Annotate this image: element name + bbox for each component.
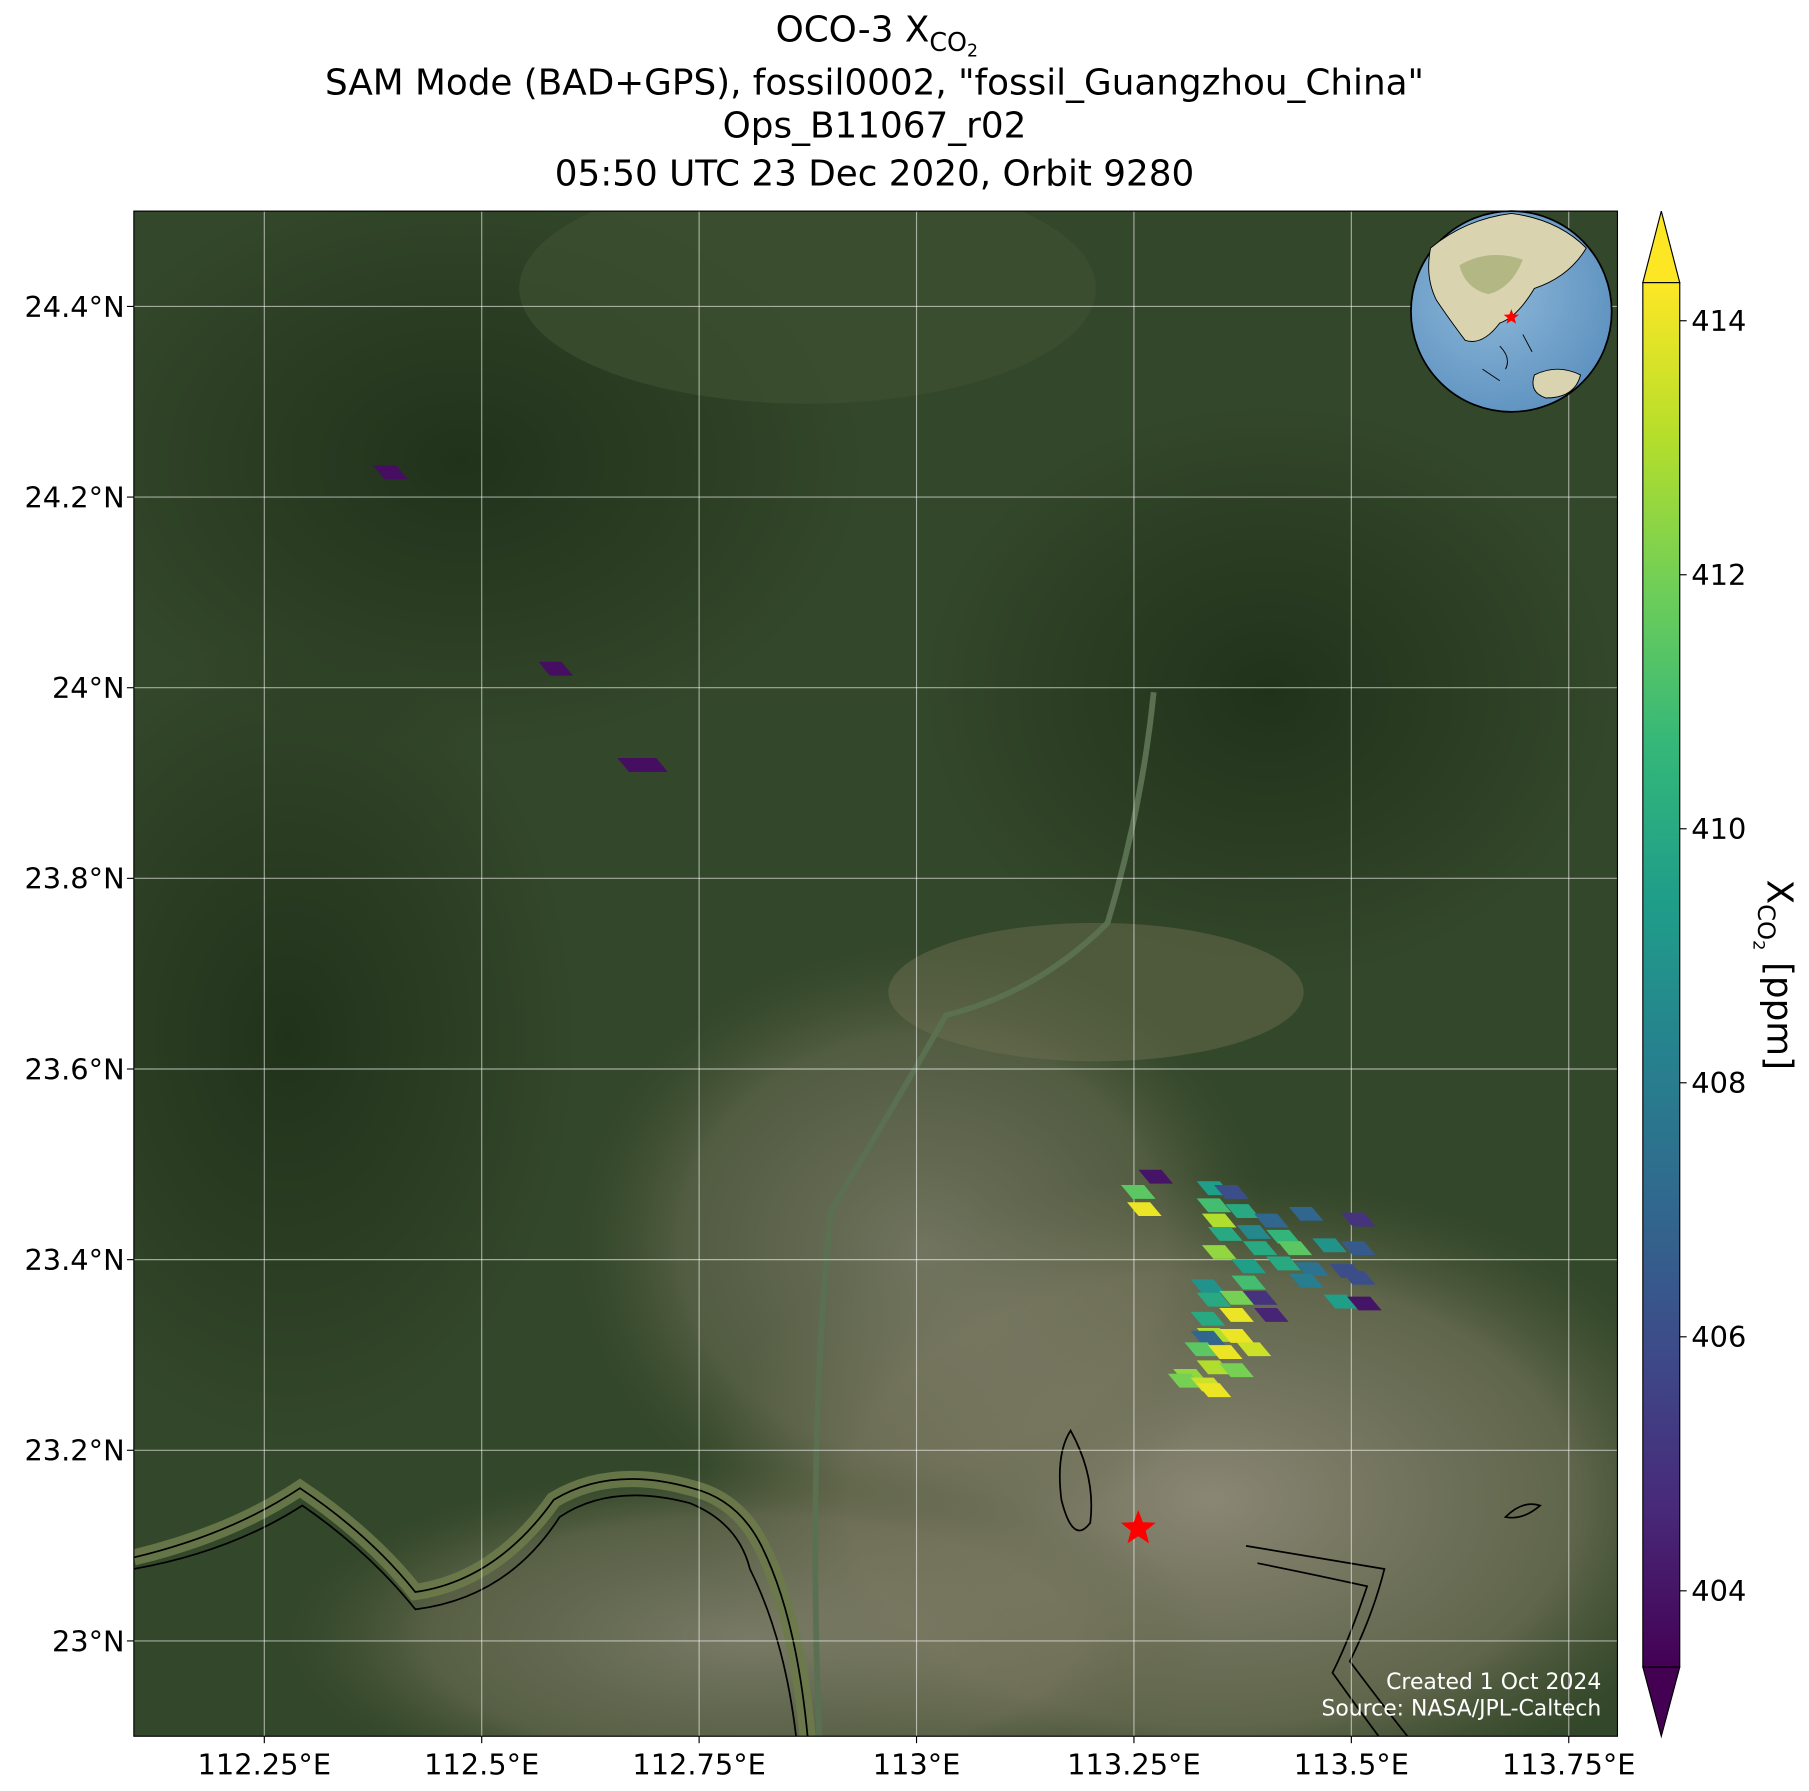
sounding-footprint: [1201, 1245, 1237, 1259]
sounding-footprint: [1242, 1290, 1278, 1305]
sounding-footprint: [1288, 1273, 1324, 1288]
title-subsub: 2: [967, 42, 978, 62]
colorbar-tick-label: 412: [1691, 558, 1746, 592]
sounding-footprint: [1190, 1311, 1226, 1326]
colorbar-extend-min: [1642, 1666, 1681, 1739]
x-tick-label: 113.25°E: [1067, 1747, 1201, 1781]
sounding-footprint: [1214, 1185, 1249, 1199]
basemap: [133, 211, 1618, 1737]
sounding-footprint: [1340, 1270, 1376, 1285]
sounding-footprint: [1219, 1363, 1254, 1378]
sounding-footprint: [1294, 1262, 1330, 1277]
sounding-footprint: [1236, 1225, 1272, 1239]
x-tick-label: 113.75°E: [1502, 1747, 1636, 1781]
colorbar-extend-max: [1642, 210, 1681, 284]
sounding-footprint: [1219, 1290, 1254, 1305]
colorbar-label-subsub: 2: [1750, 940, 1769, 950]
sounding-footprint: [1266, 1229, 1301, 1244]
map-frame: [133, 210, 1619, 1737]
colorbar-tick-label: 404: [1691, 1574, 1746, 1608]
sounding-footprint: [1254, 1308, 1289, 1322]
credit: Created 1 Oct 2024: [1386, 1670, 1601, 1695]
globe-target: [1503, 309, 1519, 324]
x-tick-label: 112.25°E: [198, 1747, 332, 1781]
y-tick-label: 23.2°N: [24, 1434, 124, 1468]
sounding-footprint: [1196, 1383, 1232, 1398]
sounding-footprint: [1277, 1241, 1313, 1256]
sounding-footprint: [1201, 1213, 1237, 1228]
subtitle: Ops_B11067_r02: [723, 105, 1027, 146]
sounding-footprint: [1196, 1198, 1232, 1213]
y-tick-label: 24.4°N: [24, 290, 124, 324]
colorbar-tick-label: 410: [1691, 812, 1746, 846]
sounding-footprint: [1312, 1238, 1347, 1253]
y-tick-label: 24°N: [52, 671, 125, 705]
colorbar-tick-label: 406: [1691, 1320, 1746, 1354]
x-tick-label: 112.75°E: [632, 1747, 766, 1781]
sounding-footprint: [1225, 1204, 1260, 1218]
sounding-footprint: [1219, 1308, 1254, 1322]
y-tick-label: 23.8°N: [24, 862, 124, 896]
colorbar-tick-label: 414: [1691, 304, 1746, 338]
colorbar-label-sub: CO: [1752, 904, 1780, 940]
sounding-footprint: [1242, 1241, 1278, 1256]
title: OCO-3 XCO2: [776, 10, 978, 62]
sounding-footprint: [1266, 1256, 1301, 1271]
colorbar-label-unit: [ppm]: [1758, 962, 1799, 1070]
sounding-footprint: [1231, 1275, 1267, 1290]
sounding-footprint: [1190, 1330, 1226, 1345]
sounding-footprint: [1340, 1241, 1376, 1256]
colorbar-label: XCO2 [ppm]: [1750, 880, 1800, 1070]
target-site: [1120, 1509, 1156, 1544]
sounding-footprint: [1288, 1206, 1324, 1221]
sounding-footprint: [1231, 1259, 1267, 1274]
sounding-footprint: [1138, 1169, 1173, 1184]
title-sub: CO: [929, 27, 967, 57]
sounding-footprint: [1340, 1212, 1376, 1227]
subtitle: 05:50 UTC 23 Dec 2020, Orbit 9280: [555, 154, 1195, 195]
sounding-footprint: [1347, 1296, 1382, 1311]
x-tick-label: 113°E: [873, 1747, 961, 1781]
sounding-footprint: [633, 758, 668, 772]
colorbar-label-symbol: X: [1758, 880, 1799, 904]
colorbar: [1642, 282, 1681, 1668]
subtitle: SAM Mode (BAD+GPS), fossil0002, "fossil_…: [325, 63, 1424, 104]
sounding-footprint: [538, 661, 573, 676]
credit: Source: NASA/JPL-Caltech: [1321, 1696, 1601, 1721]
y-tick-label: 23°N: [52, 1624, 125, 1658]
x-tick-label: 113.5°E: [1294, 1747, 1409, 1781]
sounding-footprint: [1196, 1292, 1232, 1307]
title-prefix: OCO-3 X: [776, 10, 930, 51]
y-tick-label: 23.6°N: [24, 1052, 124, 1086]
sounding-footprint: [1254, 1213, 1289, 1228]
x-tick-label: 112.5°E: [424, 1747, 539, 1781]
colorbar-tick-label: 408: [1691, 1066, 1746, 1100]
sounding-footprint: [1207, 1345, 1243, 1360]
sounding-footprint: [1219, 1328, 1254, 1343]
y-tick-label: 23.4°N: [24, 1243, 124, 1277]
sounding-footprint: [1207, 1226, 1243, 1241]
y-tick-label: 24.2°N: [24, 480, 124, 514]
sounding-footprint: [1236, 1342, 1272, 1357]
sounding-footprint: [1190, 1279, 1226, 1294]
